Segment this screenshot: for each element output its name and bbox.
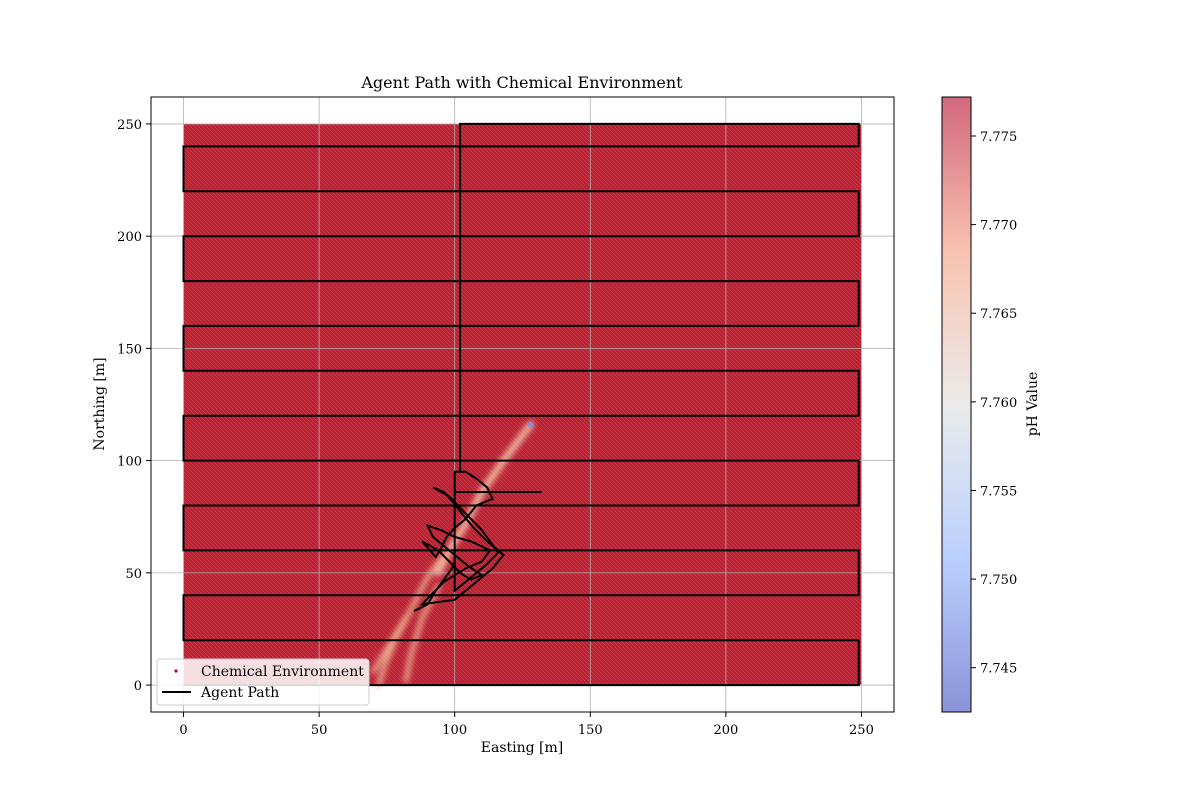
agent-path: [182, 122, 860, 687]
colorbar-tick-label: 7.770: [980, 219, 1017, 234]
colorbar-frame: [941, 96, 972, 713]
legend-label-agent-path: Agent Path: [200, 685, 279, 701]
colorbar: 7.745 7.750 7.755 7.760 7.765 7.770 7.775 pH V…: [941, 96, 1041, 713]
agent-path-search: [413, 470, 542, 612]
environment-background: [183, 123, 862, 686]
x-tick-label: 50: [311, 723, 328, 738]
chart-title: Agent Path with Chemical Environment: [360, 73, 683, 92]
colorbar-tick-label: 7.775: [980, 130, 1017, 145]
x-axis-label: Easting [m]: [481, 740, 563, 756]
legend-marker-chemical-environment: [174, 669, 178, 673]
plot-area: [151, 97, 894, 712]
colorbar-tick-label: 7.760: [980, 396, 1017, 411]
x-tick-label: 150: [578, 723, 603, 738]
agent-path-lawnmower: [182, 122, 860, 687]
y-tick-label: 200: [117, 230, 142, 245]
colorbar-label: pH Value: [1025, 372, 1041, 437]
legend-label-chemical-environment: Chemical Environment: [201, 664, 364, 680]
legend: Chemical Environment Agent Path: [156, 658, 370, 706]
x-axis-ticks: 0 50 100 150 200 250: [179, 712, 874, 738]
chemical-environment-field: [183, 123, 862, 688]
ph-plume-streak: [403, 583, 441, 684]
y-tick-label: 50: [125, 567, 142, 582]
y-tick-label: 250: [117, 118, 142, 133]
colorbar-tick-label: 7.745: [980, 662, 1017, 677]
plot-frame: [150, 96, 895, 713]
x-tick-label: 200: [713, 723, 738, 738]
colorbar-ticks: 7.745 7.750 7.755 7.760 7.765 7.770 7.775: [971, 130, 1017, 677]
y-tick-label: 150: [117, 342, 142, 357]
x-tick-label: 250: [849, 723, 874, 738]
x-tick-label: 0: [179, 723, 187, 738]
y-tick-label: 0: [134, 679, 142, 694]
colorbar-tick-label: 7.755: [980, 484, 1017, 499]
x-tick-label: 100: [442, 723, 467, 738]
colorbar-tick-label: 7.765: [980, 307, 1017, 322]
legend-box: [156, 658, 370, 706]
colorbar-gradient: [942, 97, 971, 712]
plume-source-point: [528, 422, 534, 428]
colorbar-tick-label: 7.750: [980, 573, 1017, 588]
y-axis-label: Northing [m]: [92, 357, 108, 450]
y-axis-ticks: 0 50 100 150 200 250: [117, 118, 151, 694]
ph-plume-streak: [370, 615, 409, 675]
y-tick-label: 100: [117, 455, 142, 470]
